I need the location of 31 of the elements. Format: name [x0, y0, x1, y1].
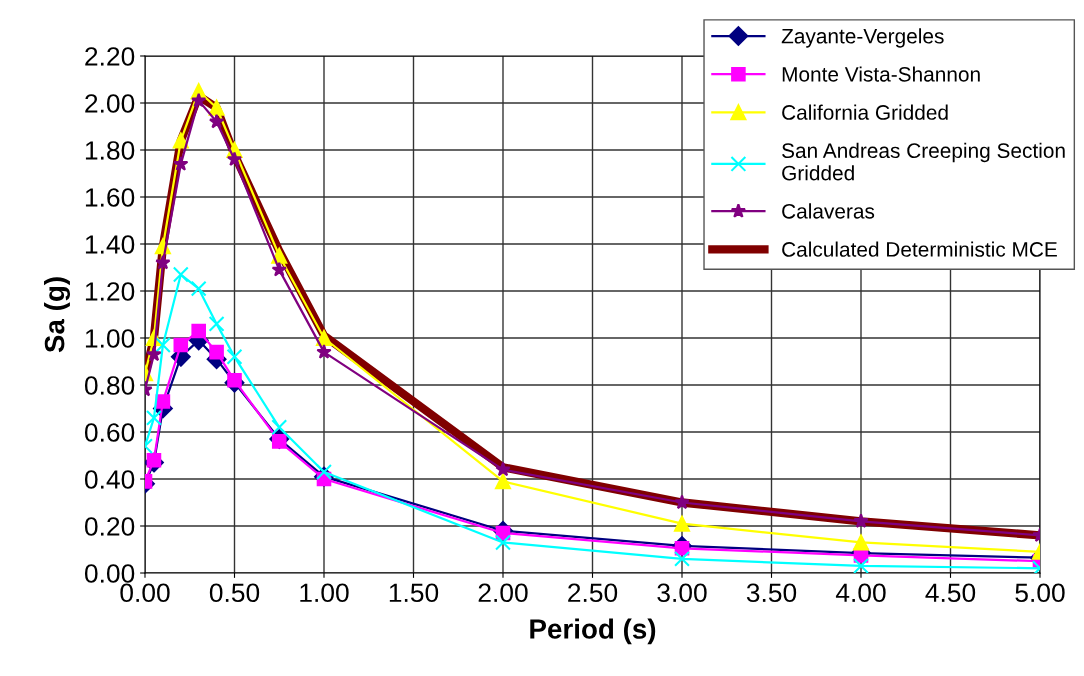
- x-tick-label: 4.00: [835, 583, 886, 603]
- y-axis-title: Sa (g): [44, 277, 71, 353]
- x-tick-label: 1.50: [389, 583, 439, 603]
- legend-label: Calaveras: [782, 203, 875, 219]
- legend-label: San Andreas Creeping Section Gridded: [782, 142, 1065, 181]
- x-tick-label: 3.00: [657, 583, 707, 603]
- y-tick-label: 0.20: [84, 517, 135, 536]
- legend-label: Zayante-Vergeles: [781, 28, 944, 48]
- y-tick-label: 1.00: [85, 329, 135, 348]
- y-tick-label: 2.20: [85, 47, 135, 66]
- y-tick-label: 0.00: [84, 564, 135, 583]
- x-tick-label: 0.00: [120, 583, 170, 603]
- y-tick-label: 1.20: [85, 282, 135, 301]
- y-tick-label: 0.40: [84, 470, 135, 489]
- x-tick-label: 3.50: [746, 583, 797, 603]
- legend-label: California Gridded: [782, 104, 948, 120]
- y-tick-label: 0.80: [84, 376, 135, 395]
- y-tick-label: 0.60: [84, 423, 135, 442]
- x-axis-title: Period (s): [530, 618, 656, 645]
- x-tick-label: 5.00: [1015, 583, 1065, 603]
- legend-label: Calculated Deterministic MCE: [782, 241, 1057, 257]
- x-tick-label: 2.50: [568, 583, 618, 603]
- x-tick-label: 1.00: [300, 583, 349, 603]
- y-tick-label: 1.60: [85, 188, 135, 207]
- y-tick-label: 2.00: [85, 94, 135, 113]
- y-tick-label: 1.40: [85, 235, 135, 254]
- x-tick-label: 2.00: [478, 583, 528, 603]
- legend-label: Monte Vista-Shannon: [782, 66, 980, 82]
- x-tick-label: 0.50: [209, 583, 260, 603]
- x-tick-label: 4.50: [925, 583, 976, 603]
- y-tick-label: 1.80: [85, 141, 135, 160]
